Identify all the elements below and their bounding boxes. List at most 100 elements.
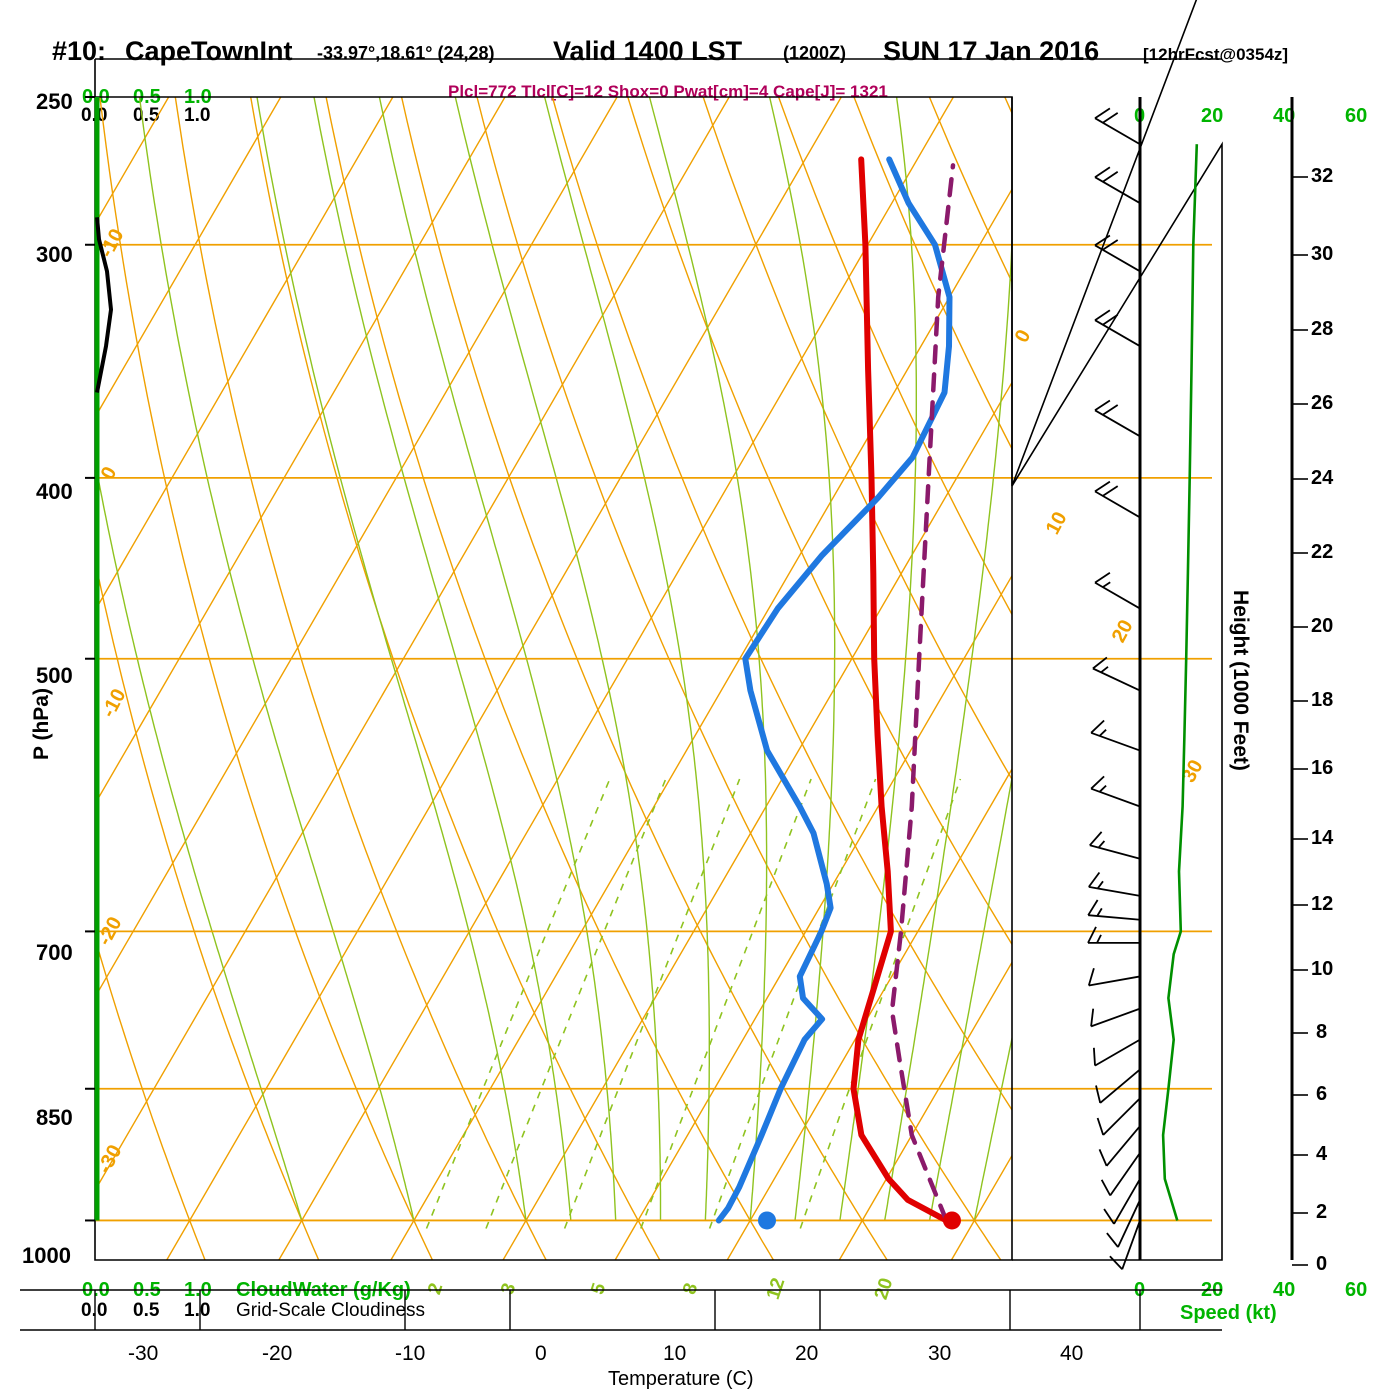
bottom-cloudiness-tick-1: 0.5 (133, 1300, 160, 1321)
height-tick-18: 18 (1311, 689, 1334, 711)
wind-barb-full-feather (1100, 1179, 1111, 1196)
wind-barb-full-feather (1094, 571, 1111, 584)
dry-adiabat-line (777, 97, 1012, 616)
sounding-parcel-path-curve (889, 163, 956, 1223)
temperature-tick--20: -20 (262, 1342, 293, 1365)
dry-adiabat-line (1156, 97, 1400, 754)
isotherm-line (838, 960, 1012, 1260)
dry-adiabat-line (95, 557, 320, 1260)
wind-barb-full-feather (1095, 1085, 1102, 1104)
dry-adiabat-line (174, 97, 547, 1260)
height-tick-16: 16 (1311, 757, 1334, 779)
wind-barb (1121, 1220, 1141, 1270)
top-speed-tick-2: 40 (1273, 105, 1296, 127)
moist-adiabat-line (95, 457, 303, 1221)
wind-barb-full-feather (1094, 166, 1111, 178)
temperature-tick-20: 20 (795, 1342, 819, 1365)
moist-adiabat-line (378, 97, 617, 1221)
wind-barb-half-feather (1097, 840, 1106, 849)
bottom-scale-frame (20, 1289, 1222, 1331)
isotherm-line (95, 97, 730, 1192)
temperature-tick-30: 30 (928, 1342, 952, 1365)
height-tick-32: 32 (1311, 165, 1334, 187)
wind-barb (1094, 244, 1141, 273)
wind-barb (1117, 1199, 1141, 1248)
wind-barb-full-feather (1102, 171, 1119, 183)
wind-barb-full-feather (1094, 309, 1111, 321)
temperature-tick--10: -10 (395, 1342, 426, 1365)
wind-barb-full-feather (1094, 107, 1111, 119)
wind-barb-full-feather (1087, 899, 1099, 916)
wind-barb-full-feather (1087, 968, 1095, 986)
dry-adiabat-line (99, 97, 434, 1260)
height-tick-2: 2 (1316, 1201, 1328, 1223)
dry-adiabat-line (551, 97, 1012, 1112)
wind-barb-full-feather (1089, 831, 1103, 846)
surface-dewpoint-marker (758, 1211, 777, 1230)
wind-barb-full-feather (1102, 485, 1119, 497)
dry-adiabat-line (325, 97, 775, 1260)
height-tick-0: 0 (1316, 1253, 1328, 1275)
dry-adiabat-line (400, 97, 888, 1260)
height-tick-4: 4 (1316, 1143, 1328, 1165)
height-tick-20: 20 (1311, 615, 1334, 637)
dry-adiabat-line (1004, 97, 1012, 115)
station-id: #10: (52, 36, 107, 66)
wind-barb-full-feather (1102, 404, 1119, 416)
wind-barb (1102, 1097, 1141, 1136)
mixing-ratio-line (425, 778, 611, 1229)
wind-barb-full-feather (1102, 314, 1119, 326)
wind-barb (1094, 1038, 1141, 1067)
bottom-cloudiness-tick-0: 0.0 (81, 1300, 108, 1321)
bottom-cloudiness-tick-2: 1.0 (184, 1300, 211, 1321)
dry-adiabat-line (250, 97, 661, 1260)
pressure-tick-300: 300 (36, 242, 73, 267)
top-speed-tick-1: 20 (1201, 105, 1224, 127)
height-tick-6: 6 (1316, 1083, 1328, 1105)
isotherm-line (278, 97, 954, 1260)
temperature-tick--30: -30 (128, 1342, 159, 1365)
wind-barb (1094, 490, 1141, 519)
station-name: CapeTownInt (125, 36, 293, 66)
dry-adiabat-line (476, 97, 1002, 1260)
wind-barb-full-feather (1090, 1008, 1095, 1027)
wind-barb (1089, 844, 1141, 860)
speed-axis-title: Speed (kt) (1180, 1302, 1277, 1324)
top-speed-tick-3: 60 (1345, 105, 1368, 127)
wind-barb-half-feather (1096, 880, 1104, 889)
height-tick-24: 24 (1311, 467, 1334, 489)
wind-speed-profile-line (1161, 144, 1199, 1221)
sounding-dewpoint-curve (715, 156, 953, 1224)
temperature-tick-40: 40 (1060, 1342, 1084, 1365)
dry-adiabat-line (1307, 97, 1400, 616)
dry-adiabat-line (1382, 97, 1400, 559)
isotherm-line (95, 97, 394, 612)
valid-date: SUN 17 Jan 2016 (883, 36, 1100, 66)
grid-layer (95, 97, 1400, 1260)
pressure-tick-250: 250 (36, 89, 73, 114)
isotherm-line (95, 97, 506, 806)
isotherm-line (166, 97, 842, 1260)
wind-barb (1090, 787, 1141, 808)
cloudiness-profile-line (95, 217, 114, 393)
moist-adiabat-line (768, 97, 836, 1221)
height-tick-8: 8 (1316, 1021, 1328, 1043)
station-coords: -33.97°,18.61° (24,28) (317, 43, 495, 63)
top-cloudiness-tick-2: 1.0 (184, 105, 211, 126)
isotherm-line (390, 187, 1012, 1260)
top-scale-frame (94, 58, 1222, 97)
height-tick-30: 30 (1311, 243, 1334, 265)
sounding-temperature-curve (850, 156, 950, 1224)
top-cloudiness-tick-1: 0.5 (133, 105, 160, 126)
bottom-speed-tick-2: 40 (1273, 1279, 1296, 1301)
valid-time-z: (1200Z) (783, 43, 847, 63)
height-tick-14: 14 (1311, 827, 1334, 849)
dry-adiabat-line (702, 97, 1012, 781)
wind-barb (1094, 176, 1141, 204)
wind-barb-full-feather (1102, 112, 1119, 124)
wind-barb-full-feather (1102, 239, 1119, 251)
valid-time: Valid 1400 LST (553, 36, 743, 66)
isotherm-line (1176, 97, 1400, 1260)
temperature-axis-title: Temperature (C) (608, 1368, 754, 1390)
